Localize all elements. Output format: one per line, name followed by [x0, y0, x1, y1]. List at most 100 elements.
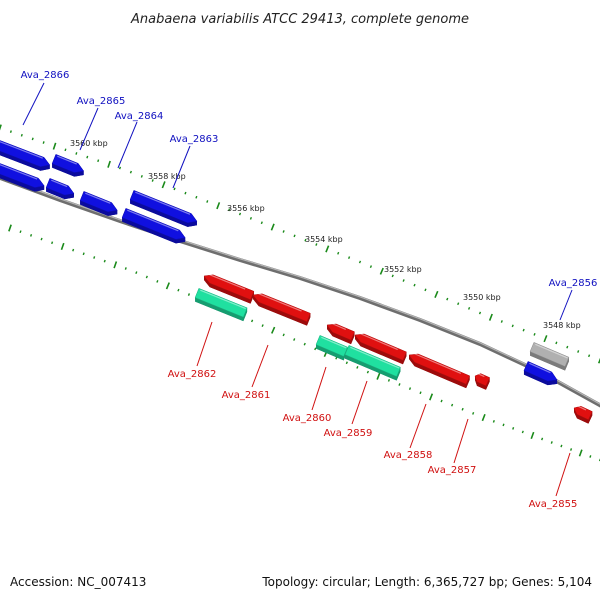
gene-side: [52, 163, 75, 177]
inner-tick: [314, 347, 317, 351]
gene-body: [121, 208, 186, 240]
inner-tick: [156, 280, 159, 283]
gene-side: [345, 354, 397, 381]
inner-tick: [481, 413, 486, 422]
outer-tick: [42, 141, 45, 144]
outer-tick: [282, 230, 285, 233]
outer-tick: [151, 179, 154, 182]
gene-body: [252, 293, 311, 322]
outer-tick: [129, 170, 132, 174]
outer-tick: [161, 181, 166, 189]
gene-side: [332, 332, 352, 345]
gene-side: [414, 362, 467, 389]
gene-body: [573, 405, 593, 421]
outer-tick: [478, 311, 482, 315]
inner-tick: [40, 237, 43, 241]
gene-arrow-ava-2859: [354, 332, 407, 365]
gene-highlight: [85, 192, 111, 204]
outer-tick: [228, 208, 231, 212]
inner-tick: [521, 430, 524, 434]
gene-label-ava-2859[interactable]: Ava_2859: [324, 428, 373, 439]
gene-arrow-ava-2861: [252, 292, 311, 326]
inner-tick: [345, 361, 348, 365]
gene-side: [523, 370, 548, 386]
callout-line: [251, 344, 269, 388]
gene-side: [316, 344, 344, 361]
gene-side: [396, 367, 401, 381]
outer-tick: [533, 332, 536, 336]
inner-tick: [72, 248, 75, 252]
gene-body: [203, 274, 255, 300]
gene-highlight: [135, 191, 191, 215]
outer-tick: [75, 152, 78, 155]
outer-tick: [118, 166, 122, 170]
gene-label-ava-2861[interactable]: Ava_2861: [222, 390, 271, 401]
gene-highlight: [57, 155, 77, 165]
outer-tick: [369, 265, 373, 269]
gene-highlight: [200, 289, 246, 310]
gene-arrow-forward: [121, 208, 186, 244]
inner-tick: [19, 230, 22, 234]
callout-line: [409, 403, 427, 449]
gene-side: [0, 151, 41, 171]
outer-tick: [337, 251, 340, 255]
gene-body: [0, 163, 45, 188]
gene-label-ava-2864[interactable]: Ava_2864: [115, 111, 164, 122]
gene-side: [576, 414, 589, 424]
inner-tick: [261, 324, 264, 327]
outer-tick: [325, 245, 330, 253]
outer-tick: [9, 130, 12, 133]
inner-tick: [187, 293, 191, 296]
inner-tick: [8, 224, 12, 232]
gene-highlight: [411, 352, 462, 375]
gene-label-ava-2856[interactable]: Ava_2856: [549, 278, 598, 289]
gene-arrow-ava-2860: [326, 322, 355, 345]
gene-body: [0, 140, 51, 167]
inner-tick: [113, 261, 118, 269]
inner-tick: [387, 379, 391, 382]
gene-label-ava-2858[interactable]: Ava_2858: [384, 450, 433, 461]
outer-tick: [293, 234, 296, 238]
outer-tick: [434, 290, 439, 298]
outer-tick: [216, 202, 221, 210]
inner-tick: [335, 356, 338, 360]
inner-tick: [472, 412, 475, 415]
outer-tick: [315, 243, 318, 246]
outer-tick: [522, 328, 525, 332]
gene-arrow-ava-2864: [79, 191, 118, 216]
gene-side: [209, 283, 251, 304]
inner-tick: [398, 383, 401, 386]
callout-line: [311, 366, 327, 411]
inner-tick: [303, 342, 306, 346]
gene-label-ava-2860[interactable]: Ava_2860: [283, 413, 332, 424]
scale-label: 3560 kbp: [70, 139, 108, 148]
callout-line: [79, 107, 99, 151]
gene-label-ava-2855[interactable]: Ava_2855: [529, 499, 578, 510]
gene-arrow-ava-2855: [573, 405, 593, 424]
inner-tick: [250, 319, 254, 323]
scale-labels: 3560 kbp 3558 kbp 3556 kbp 3554 kbp 3552 kbp…: [70, 139, 581, 330]
callout-line: [196, 321, 213, 367]
outer-tick-ring: [0, 124, 600, 364]
gene-side: [466, 375, 470, 389]
gene-label-ava-2866[interactable]: Ava_2866: [21, 70, 70, 81]
gene-side: [258, 302, 307, 326]
gene-highlight: [350, 346, 400, 369]
inner-tick: [177, 288, 180, 292]
gene-label-ava-2863[interactable]: Ava_2863: [170, 134, 219, 145]
outer-tick: [0, 124, 2, 131]
gene-highlight: [529, 362, 551, 374]
gene-label-ava-2857[interactable]: Ava_2857: [428, 465, 477, 476]
gene-side: [477, 381, 486, 390]
genome-summary-text: Topology: circular; Length: 6,365,727 bp…: [261, 575, 592, 589]
inner-tick: [419, 391, 422, 395]
gene-label-ava-2862[interactable]: Ava_2862: [168, 369, 217, 380]
gene-label-ava-2865[interactable]: Ava_2865: [77, 96, 126, 107]
gene-side: [250, 291, 254, 304]
inner-tick: [271, 326, 276, 334]
gene-side: [360, 342, 403, 365]
inner-tick-ring: [8, 224, 600, 462]
outer-tick: [31, 137, 34, 141]
gene-body: [529, 342, 570, 367]
inner-tick: [165, 282, 170, 290]
